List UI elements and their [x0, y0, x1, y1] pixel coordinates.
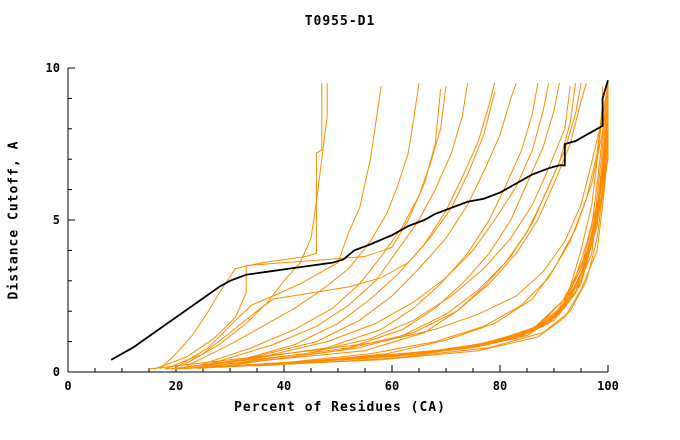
- prediction-curve: [278, 83, 609, 365]
- x-tick-label: 60: [385, 379, 399, 393]
- prediction-curve: [283, 146, 609, 364]
- prediction-curve: [197, 86, 447, 367]
- prediction-curve: [202, 83, 539, 367]
- x-tick-label: 40: [277, 379, 291, 393]
- x-tick-label: 0: [64, 379, 71, 393]
- prediction-curve: [208, 83, 469, 365]
- prediction-curve: [181, 86, 571, 368]
- prediction-curve: [186, 83, 420, 367]
- prediction-curve: [267, 104, 604, 365]
- prediction-curve: [175, 86, 382, 368]
- prediction-curve: [154, 89, 442, 370]
- prediction-curve: [165, 92, 496, 370]
- y-tick-label: 5: [53, 213, 60, 227]
- x-axis-label: Percent of Residues (CA): [234, 400, 446, 415]
- reference-curve: [110, 79, 609, 361]
- prediction-curve: [170, 83, 550, 370]
- prediction-curve: [229, 83, 517, 364]
- prediction-curve: [192, 83, 582, 368]
- x-tick-label: 20: [169, 379, 183, 393]
- prediction-curve: [181, 83, 328, 367]
- prediction-curve: [273, 92, 609, 365]
- y-tick-label: 10: [46, 61, 60, 75]
- prediction-curve: [186, 83, 609, 369]
- x-tick-label: 100: [597, 379, 619, 393]
- prediction-curve: [246, 153, 609, 367]
- prediction-curve: [305, 116, 609, 364]
- prediction-curve: [240, 86, 609, 367]
- prediction-curve: [213, 83, 560, 367]
- prediction-curve: [159, 83, 323, 370]
- y-axis-label: Distance Cutoff, A: [6, 140, 22, 300]
- prediction-curve: [256, 137, 609, 367]
- chart-title: T0955-D1: [304, 14, 376, 29]
- prediction-curve: [219, 113, 609, 368]
- prediction-curve: [148, 83, 609, 370]
- y-tick-label: 0: [53, 365, 60, 379]
- prediction-curve: [224, 83, 577, 367]
- prediction-curve: [235, 83, 587, 365]
- x-tick-label: 80: [493, 379, 507, 393]
